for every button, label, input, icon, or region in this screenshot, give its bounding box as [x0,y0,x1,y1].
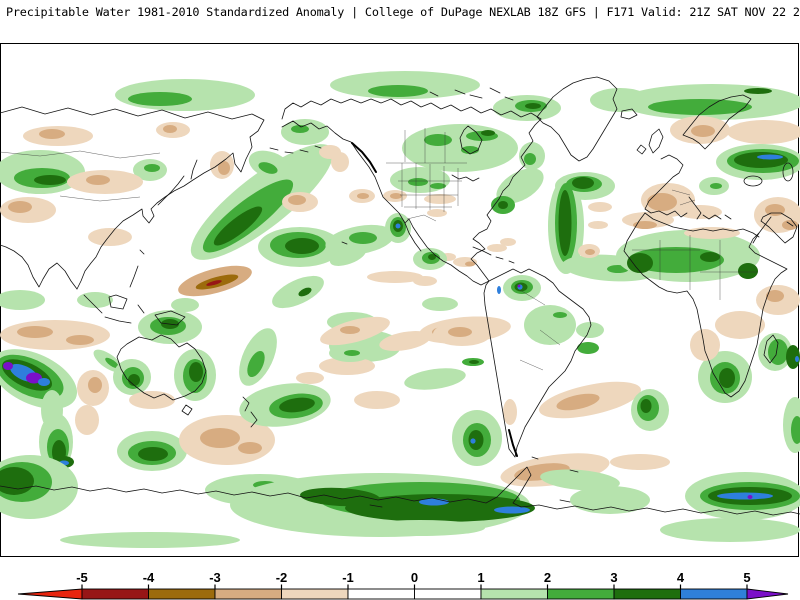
anomaly-arctic [115,71,800,121]
coast-aleutians [269,145,322,154]
coast-arctic-islands [429,87,514,101]
coast-baja [404,222,422,252]
coast-indonesia [83,294,145,324]
coast-scandinavia [682,94,752,150]
colorbar-label: 5 [743,570,750,585]
coast-africa [623,212,788,398]
anomaly-north-pacific [178,119,437,309]
colorbar-ticks [81,584,748,589]
coast-north-america-west [281,120,490,286]
coast-british-isles [636,128,664,155]
coast-greenland [536,76,618,162]
colorbar-label: 3 [610,570,617,585]
colorbar-cell [281,588,349,600]
colorbar-cell [214,588,282,600]
coast-asia [0,106,265,290]
colorbar: -5 -4 -3 -2 -1 0 1 2 3 4 5 [17,570,789,600]
coast-caribbean [472,246,515,264]
border-europe [671,189,696,206]
colorbar-cell [414,588,482,600]
colorbar-label: -3 [209,570,221,585]
colorbar-cell [680,588,748,600]
coast-europe [644,154,732,220]
coast-south-america [483,268,592,460]
coast-philippines [129,249,145,288]
colorbar-label: 4 [677,570,685,585]
colorbar-label: 1 [477,570,484,585]
border-africa [632,235,758,300]
anomaly-asia [0,122,234,310]
border-canada-provinces [404,128,446,163]
coast-black-sea [743,175,763,187]
colorbar-cell [347,588,415,600]
colorbar-cell [613,588,681,600]
coast-chile-fjords [508,429,518,457]
anomaly-shading-layer [0,71,800,548]
anomaly-north-america [383,124,545,270]
coast-north-america-east [470,118,542,282]
coast-australia [116,334,207,416]
colorbar-label: -2 [276,570,288,585]
anomaly-europe [622,116,800,233]
border-us-states [398,163,462,212]
coast-south-asia [0,244,78,290]
colorbar-label: -1 [342,570,354,585]
anomaly-australia-pacific [113,297,800,471]
coast-new-guinea [154,310,186,326]
anomaly-indian-ocean [0,320,123,471]
coast-arctic-canada [281,98,542,120]
map-title: Precipitable Water 1981-2010 Standardize… [6,5,800,19]
anomaly-russia-band [716,144,800,180]
coast-alaska-panhandle [351,142,377,173]
coast-great-lakes [451,174,480,182]
border-layer [0,128,758,371]
anomaly-antarctic [0,454,800,548]
coast-antarctica [0,466,800,516]
coast-north-africa [644,212,760,238]
border-south-america [519,289,561,371]
anomaly-africa [616,227,800,403]
colorbar-label: 2 [544,570,551,585]
colorbar-cell [480,588,548,600]
colorbar-cell [547,588,615,600]
border-us-mexico [406,214,437,222]
coast-hudson-bay [459,125,483,155]
coastline-layer [0,76,800,516]
coast-new-zealand [242,396,258,428]
coast-hawaii [341,241,348,245]
colorbar-label: -5 [76,570,88,585]
coast-iceland [620,108,638,120]
coast-arabia [760,212,798,244]
colorbar-arrow-left [17,588,83,600]
coast-japan [157,175,185,206]
colorbar-cell [148,588,216,600]
coast-sakhalin [190,159,198,180]
colorbar-cell [81,588,149,600]
colorbar-arrow-right [746,588,789,600]
colorbar-label: 0 [411,570,418,585]
colorbar-label: -4 [143,570,155,585]
coast-red-sea [752,216,772,244]
colorbar-labels: -5 -4 -3 -2 -1 0 1 2 3 4 5 [76,570,750,585]
coast-madagascar [763,334,779,364]
coast-caspian-sea [782,162,794,182]
border-asia [0,150,161,202]
